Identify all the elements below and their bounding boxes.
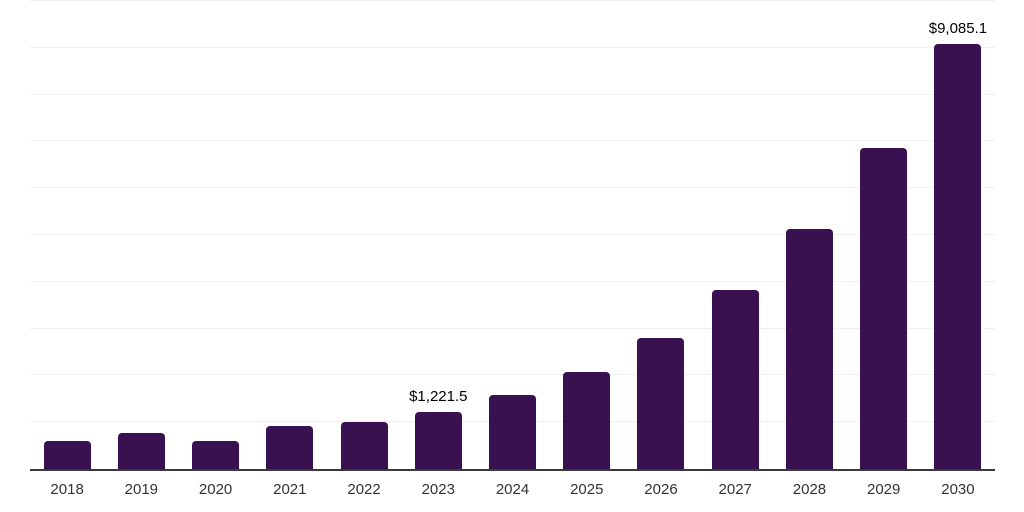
x-tick-label-2029: 2029 [867,481,901,498]
gridline [30,280,995,282]
gridline [30,0,995,1]
bar-column [847,1,921,469]
bar-2030 [934,43,982,469]
x-tick-label-2024: 2024 [495,481,530,498]
data-label-2023: $1,221.5 [409,387,468,405]
bar-2023 [414,411,462,469]
data-label-2030: $9,085.1 [928,19,988,37]
bar-2020 [192,440,240,469]
bar-2025 [563,372,611,469]
x-tick-label-2026: 2026 [644,481,678,498]
bar-column: $9,085.1 [921,1,995,469]
x-tick-label-2019: 2019 [124,481,159,498]
bars-row: $1,221.5 $9,085.1 [30,1,995,469]
plot-area: $1,221.5 $9,085.1 [30,0,995,471]
bar-column [698,1,772,469]
x-tick-label-2025: 2025 [570,481,604,498]
x-tick-label-2028: 2028 [792,481,827,498]
bar-column [475,1,549,469]
gridline [30,46,995,48]
bar-column [550,1,624,469]
bar-2019 [117,433,165,469]
x-tick-label-2023: 2023 [421,481,455,498]
bar-2021 [266,425,314,469]
bar-column [624,1,698,469]
x-tick-label-2022: 2022 [347,481,381,498]
gridline [30,327,995,329]
x-tick-label-2027: 2027 [718,481,752,498]
bar-column [104,1,178,469]
x-axis-line [30,469,995,471]
x-tick-label-2030: 2030 [941,481,975,498]
x-tick-label-2018: 2018 [50,481,84,498]
bar-column [30,1,104,469]
x-tick-label-2020: 2020 [198,481,233,498]
gridline [30,93,995,95]
gridline [30,234,995,235]
bar-2026 [637,338,685,469]
bar-2022 [340,422,388,469]
gridline [30,374,995,376]
gridline [30,187,995,189]
bar-2029 [860,148,908,469]
x-tick-label-2021: 2021 [273,481,307,498]
bar-column [253,1,327,469]
gridline [30,140,995,142]
bar-2028 [785,229,833,469]
bar-2018 [43,441,91,469]
bar-column [178,1,252,469]
bar-column [772,1,846,469]
bar-column [327,1,401,469]
bar-2027 [711,290,759,469]
bar-column: $1,221.5 [401,1,475,469]
x-axis-labels-row: 2018 2019 2020 2021 2022 2023 2024 2025 2026 2027… [30,480,995,500]
bar-2024 [489,394,537,469]
